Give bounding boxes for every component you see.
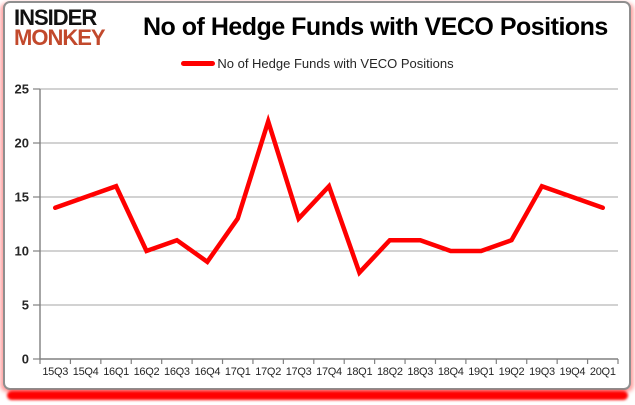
- chart-title: No of Hedge Funds with VECO Positions: [143, 13, 608, 41]
- legend-label: No of Hedge Funds with VECO Positions: [217, 56, 454, 71]
- y-tick-label: 5: [22, 298, 29, 313]
- logo-line2: MONKEY: [14, 25, 106, 51]
- x-tick-label: 16Q3: [164, 366, 190, 378]
- x-tick-label: 17Q1: [225, 366, 251, 378]
- x-tick-label: 18Q1: [347, 366, 373, 378]
- red-bottom-bar: [7, 391, 628, 400]
- x-tick-label: 16Q4: [194, 366, 220, 378]
- x-tick-label: 17Q4: [316, 366, 342, 378]
- y-tick-label: 15: [15, 190, 29, 205]
- x-tick-label: 18Q3: [407, 366, 433, 378]
- x-tick-label: 18Q4: [438, 366, 464, 378]
- x-tick-label: 16Q1: [103, 366, 129, 378]
- y-tick-label: 10: [15, 244, 29, 259]
- chart-card: [3, 1, 631, 390]
- x-tick-label: 19Q3: [529, 366, 555, 378]
- x-tick-label: 15Q3: [42, 366, 68, 378]
- logo-line1: INSIDER: [14, 5, 97, 30]
- x-tick-label: 17Q3: [286, 366, 312, 378]
- legend: No of Hedge Funds with VECO Positions: [0, 56, 635, 71]
- x-tick-label: 15Q4: [73, 366, 99, 378]
- y-tick-label: 25: [15, 82, 29, 97]
- x-tick-label: 16Q2: [134, 366, 160, 378]
- x-tick-label: 17Q2: [255, 366, 281, 378]
- x-tick-label: 18Q2: [377, 366, 403, 378]
- insider-monkey-logo: INSIDER MONKEY: [14, 5, 106, 51]
- y-tick-label: 0: [22, 352, 29, 367]
- data-series-line: [52, 113, 606, 277]
- x-tick-label: 19Q2: [499, 366, 525, 378]
- x-tick-label: 19Q1: [468, 366, 494, 378]
- x-tick-label: 19Q4: [560, 366, 586, 378]
- x-tick-label: 20Q1: [590, 366, 616, 378]
- legend-line-swatch: [181, 61, 216, 66]
- y-tick-label: 20: [15, 136, 29, 151]
